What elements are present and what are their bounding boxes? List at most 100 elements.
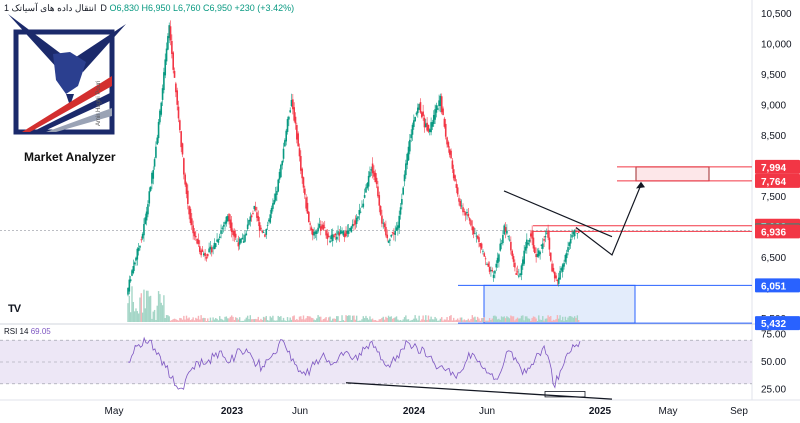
candle-body xyxy=(265,228,268,235)
candle-body xyxy=(202,253,205,256)
candle-body xyxy=(528,239,531,242)
price-label-tag: 5,432 xyxy=(755,316,800,331)
volume-bar xyxy=(156,305,158,322)
candle-body xyxy=(129,279,132,282)
candle-body xyxy=(277,179,280,192)
candle-body xyxy=(302,177,305,188)
volume-bar xyxy=(246,315,249,322)
volume-bar xyxy=(227,318,229,322)
candle-body xyxy=(410,134,412,139)
candle-body xyxy=(334,233,337,236)
chart-background xyxy=(0,0,800,401)
candle-body xyxy=(573,229,576,237)
volume-bar xyxy=(503,316,505,322)
volume-bar xyxy=(407,319,410,322)
candle-body xyxy=(216,239,218,242)
candle-body xyxy=(143,224,145,236)
candle-body xyxy=(444,123,447,137)
candle-body xyxy=(195,235,197,238)
candle-body xyxy=(373,170,375,177)
volume-bar xyxy=(349,315,351,322)
candle-body xyxy=(323,227,326,229)
candle-body xyxy=(378,195,381,206)
candle-body xyxy=(141,234,144,239)
candle-body xyxy=(297,133,299,147)
volume-bar xyxy=(361,319,363,322)
candle-body xyxy=(238,238,241,245)
volume-bar xyxy=(566,320,568,322)
candle-body xyxy=(221,227,224,229)
candle-body xyxy=(511,250,513,257)
volume-bar xyxy=(233,319,236,322)
candle-body xyxy=(507,235,510,237)
candle-body xyxy=(289,110,291,113)
volume-bar xyxy=(572,317,575,322)
candle-body xyxy=(438,100,440,107)
volume-bar xyxy=(321,320,323,322)
candle-body xyxy=(467,213,470,217)
candle-body xyxy=(319,226,322,231)
candle-body xyxy=(361,206,363,208)
symbol-header[interactable]: انتقال داده های آسیاتک 1D O6,830 H6,950 … xyxy=(4,3,294,14)
volume-bar xyxy=(165,315,168,322)
time-tick-label: Jun xyxy=(292,406,308,417)
volume-bar xyxy=(421,319,423,322)
volume-bar xyxy=(272,315,274,322)
volume-bar xyxy=(302,315,305,322)
volume-bar xyxy=(133,311,136,322)
candle-body xyxy=(172,52,174,70)
volume-bar xyxy=(431,319,434,322)
volume-bar xyxy=(506,316,508,322)
candle-body xyxy=(147,204,149,215)
volume-bar xyxy=(346,315,349,322)
candle-body xyxy=(335,236,338,240)
candle-body xyxy=(434,109,436,120)
candle-body xyxy=(313,231,315,236)
candle-body xyxy=(454,175,456,182)
volume-bar xyxy=(468,320,471,322)
volume-bar xyxy=(262,316,265,322)
volume-bar xyxy=(434,316,436,322)
candle-body xyxy=(149,186,152,192)
volume-bar xyxy=(139,297,141,322)
volume-bar xyxy=(540,319,543,322)
candle-body xyxy=(537,250,540,257)
price-tick-label: 9,000 xyxy=(761,101,786,112)
time-tick-label: Jun xyxy=(479,406,495,417)
candle-body xyxy=(296,125,298,140)
rsi-legend[interactable]: RSI 14 69.05 xyxy=(4,327,51,336)
volume-bar xyxy=(173,318,176,322)
candle-body xyxy=(422,111,424,116)
volume-bar xyxy=(449,316,451,322)
price-candles xyxy=(127,20,580,297)
candle-body xyxy=(209,246,212,250)
volume-bar xyxy=(264,317,266,322)
candle-body xyxy=(200,250,202,256)
volume-bar xyxy=(334,318,337,322)
volume-bar xyxy=(366,317,368,322)
volume-bar xyxy=(277,315,279,322)
candle-body xyxy=(430,122,432,133)
candle-body xyxy=(440,96,443,113)
volume-bar xyxy=(397,319,399,322)
volume-bar xyxy=(527,318,529,322)
candle-body xyxy=(187,190,189,204)
candle-body xyxy=(359,211,362,213)
volume-bar xyxy=(492,315,495,322)
volume-bar xyxy=(257,316,259,322)
candle-body xyxy=(476,235,479,239)
candle-body xyxy=(358,209,361,215)
volume-bar xyxy=(423,319,426,322)
volume-bar xyxy=(137,313,140,322)
candle-body xyxy=(157,121,160,139)
candle-body xyxy=(272,203,274,209)
candle-body xyxy=(256,212,258,218)
candle-body xyxy=(330,234,333,239)
candle-body xyxy=(426,122,428,131)
volume-bar xyxy=(410,320,412,322)
volume-bar xyxy=(188,317,190,322)
volume-bar xyxy=(320,316,322,322)
volume-bar xyxy=(528,318,531,322)
candle-body xyxy=(325,230,327,236)
